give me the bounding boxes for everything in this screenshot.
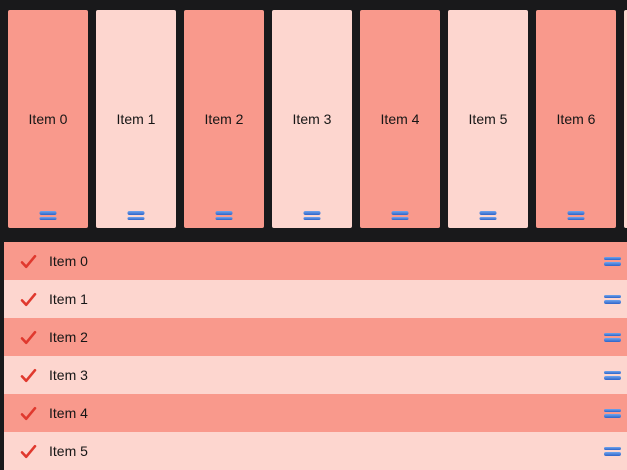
drag-handle-icon[interactable] — [479, 211, 497, 220]
drag-handle-icon[interactable] — [604, 370, 621, 380]
drag-handle-icon[interactable] — [604, 332, 621, 342]
card-label: Item 2 — [204, 111, 244, 127]
list-item-label: Item 3 — [49, 367, 88, 383]
item-list: Item 0 Item 1 Item 2 Item 3 — [4, 242, 627, 470]
list-item[interactable]: Item 4 — [4, 394, 627, 432]
card-label: Item 5 — [468, 111, 508, 127]
card-board: Item 0 Item 1 Item 2 Item 3 Item 4 — [8, 10, 627, 228]
check-icon — [20, 292, 37, 306]
draggable-card[interactable]: Item 0 — [8, 10, 88, 228]
drag-handle-bar — [604, 376, 621, 380]
drag-handle-bar — [215, 211, 233, 215]
drag-handle-bar — [604, 294, 621, 298]
drag-handle-bar — [39, 211, 57, 215]
drag-handle-bar — [567, 211, 585, 215]
drag-handle-bar — [604, 256, 621, 260]
drag-handle-icon[interactable] — [604, 408, 621, 418]
draggable-card[interactable]: Item 7 — [624, 10, 627, 228]
check-icon — [20, 254, 37, 268]
draggable-card[interactable]: Item 2 — [184, 10, 264, 228]
list-item[interactable]: Item 3 — [4, 356, 627, 394]
drag-handle-bar — [604, 332, 621, 336]
drag-handle-bar — [604, 262, 621, 266]
drag-handle-icon[interactable] — [567, 211, 585, 220]
draggable-card[interactable]: Item 6 — [536, 10, 616, 228]
drag-handle-icon[interactable] — [604, 294, 621, 304]
card-label: Item 1 — [116, 111, 156, 127]
drag-handle-bar — [604, 452, 621, 456]
list-item-label: Item 2 — [49, 329, 88, 345]
check-icon — [20, 406, 37, 420]
card-label: Item 3 — [292, 111, 332, 127]
drag-handle-bar — [303, 211, 321, 215]
list-item[interactable]: Item 5 — [4, 432, 627, 470]
drag-handle-bar — [303, 216, 321, 220]
drag-handle-icon[interactable] — [215, 211, 233, 220]
drag-handle-bar — [479, 211, 497, 215]
card-label: Item 6 — [556, 111, 596, 127]
drag-handle-bar — [391, 211, 409, 215]
drag-handle-bar — [604, 414, 621, 418]
drag-handle-bar — [604, 300, 621, 304]
drag-handle-icon[interactable] — [604, 256, 621, 266]
drag-handle-bar — [604, 370, 621, 374]
draggable-card[interactable]: Item 3 — [272, 10, 352, 228]
drag-handle-bar — [604, 338, 621, 342]
list-item-label: Item 5 — [49, 443, 88, 459]
drag-handle-bar — [567, 216, 585, 220]
list-item-label: Item 4 — [49, 405, 88, 421]
drag-handle-icon[interactable] — [127, 211, 145, 220]
check-icon — [20, 368, 37, 382]
list-item[interactable]: Item 0 — [4, 242, 627, 280]
drag-handle-icon[interactable] — [303, 211, 321, 220]
drag-handle-bar — [127, 216, 145, 220]
list-item-label: Item 0 — [49, 253, 88, 269]
drag-handle-icon[interactable] — [39, 211, 57, 220]
list-item[interactable]: Item 2 — [4, 318, 627, 356]
card-label: Item 4 — [380, 111, 420, 127]
drag-handle-bar — [215, 216, 233, 220]
drag-handle-bar — [479, 216, 497, 220]
drag-handle-bar — [604, 408, 621, 412]
card-label: Item 0 — [28, 111, 68, 127]
drag-handle-bar — [391, 216, 409, 220]
draggable-card[interactable]: Item 5 — [448, 10, 528, 228]
drag-handle-bar — [604, 446, 621, 450]
check-icon — [20, 330, 37, 344]
drag-handle-bar — [39, 216, 57, 220]
draggable-card[interactable]: Item 1 — [96, 10, 176, 228]
drag-handle-icon[interactable] — [604, 446, 621, 456]
list-item[interactable]: Item 1 — [4, 280, 627, 318]
list-item-label: Item 1 — [49, 291, 88, 307]
draggable-card[interactable]: Item 4 — [360, 10, 440, 228]
drag-handle-icon[interactable] — [391, 211, 409, 220]
check-icon — [20, 444, 37, 458]
drag-handle-bar — [127, 211, 145, 215]
